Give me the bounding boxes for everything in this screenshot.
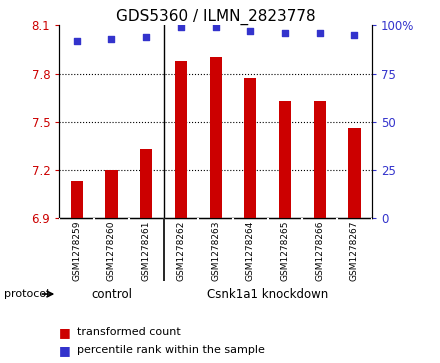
Text: GSM1278259: GSM1278259	[72, 221, 81, 281]
Text: ■: ■	[59, 344, 75, 357]
Text: GSM1278267: GSM1278267	[350, 221, 359, 281]
Point	[73, 38, 80, 44]
Text: control: control	[91, 287, 132, 301]
Bar	[140, 149, 152, 218]
Point	[212, 24, 219, 30]
Point	[282, 30, 289, 36]
Point	[108, 36, 115, 42]
Bar	[175, 61, 187, 218]
Text: GSM1278264: GSM1278264	[246, 221, 255, 281]
Bar	[314, 101, 326, 218]
Text: ■: ■	[59, 326, 75, 339]
Text: GSM1278263: GSM1278263	[211, 221, 220, 281]
Bar	[279, 101, 291, 218]
Text: GSM1278265: GSM1278265	[281, 221, 290, 281]
Text: transformed count: transformed count	[77, 327, 181, 337]
Point	[177, 24, 184, 30]
Title: GDS5360 / ILMN_2823778: GDS5360 / ILMN_2823778	[116, 9, 315, 25]
Bar	[106, 170, 117, 218]
Text: GSM1278266: GSM1278266	[315, 221, 324, 281]
Text: percentile rank within the sample: percentile rank within the sample	[77, 345, 265, 355]
Point	[316, 30, 323, 36]
Point	[247, 28, 254, 34]
Text: Csnk1a1 knockdown: Csnk1a1 knockdown	[207, 287, 328, 301]
Point	[143, 34, 150, 40]
Bar	[209, 57, 222, 218]
Text: GSM1278262: GSM1278262	[176, 221, 185, 281]
Text: GSM1278260: GSM1278260	[107, 221, 116, 281]
Bar	[348, 128, 360, 218]
Text: GSM1278261: GSM1278261	[142, 221, 150, 281]
Bar	[71, 181, 83, 218]
Bar	[244, 78, 257, 218]
Text: protocol: protocol	[4, 289, 50, 299]
Point	[351, 32, 358, 38]
